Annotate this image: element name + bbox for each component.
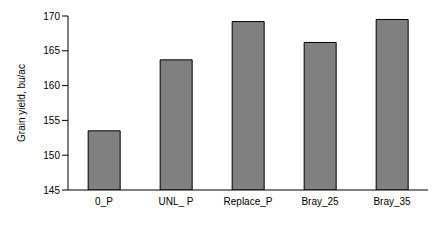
svg-text:145: 145 xyxy=(43,185,60,196)
svg-text:Replace_P: Replace_P xyxy=(224,196,273,207)
svg-text:150: 150 xyxy=(43,150,60,161)
svg-text:0_P: 0_P xyxy=(95,196,113,207)
svg-text:Bray_35: Bray_35 xyxy=(373,196,411,207)
svg-text:UNL_ P: UNL_ P xyxy=(158,196,193,207)
svg-text:155: 155 xyxy=(43,115,60,126)
svg-text:Grain yield, bu/ac: Grain yield, bu/ac xyxy=(16,64,27,142)
svg-text:Bray_25: Bray_25 xyxy=(301,196,339,207)
svg-text:170: 170 xyxy=(43,11,60,22)
svg-text:165: 165 xyxy=(43,45,60,56)
svg-text:160: 160 xyxy=(43,80,60,91)
